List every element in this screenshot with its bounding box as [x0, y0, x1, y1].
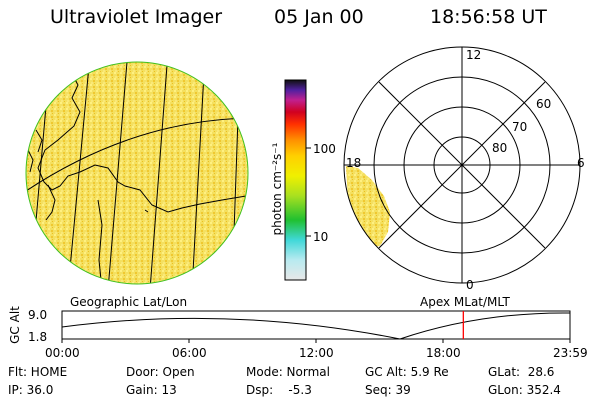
mlat-label-80: 80: [492, 141, 508, 155]
status-flt: Flt: HOME: [8, 365, 68, 379]
status-gain: Gain: 13: [126, 383, 177, 397]
time-tick-0: 00:00: [45, 346, 80, 360]
apex-panel-label: Apex MLat/MLT: [420, 295, 510, 309]
altitude-plot: [61, 310, 571, 343]
mlat-label-60: 60: [536, 97, 552, 111]
status-door: Door: Open: [126, 365, 195, 379]
status-mode: Mode: Normal: [246, 365, 330, 379]
colorbar-tick-100: 100: [313, 142, 336, 156]
geographic-panel-label: Geographic Lat/Lon: [70, 295, 188, 309]
colorbar-unit-label: photon cm⁻²s⁻¹: [270, 142, 284, 236]
mlt-label-18: 18: [346, 156, 362, 170]
colorbar: [284, 79, 311, 281]
status-ip: IP: 36.0: [8, 383, 54, 397]
status-dsp: Dsp: -5.3: [246, 383, 312, 397]
time-label: 18:56:58 UT: [430, 6, 547, 28]
time-tick-4: 23:59: [553, 346, 588, 360]
alt-tick-bottom: 1.8: [28, 330, 48, 344]
mlt-label-0: 0: [466, 278, 474, 292]
status-glat: GLat: 28.6: [488, 365, 555, 379]
instrument-title: Ultraviolet Imager: [50, 6, 223, 28]
status-glon: GLon: 352.4: [488, 383, 561, 397]
date-label: 05 Jan 00: [274, 6, 364, 28]
mlt-label-12: 12: [466, 48, 482, 62]
status-gc-alt: GC Alt: 5.9 Re: [365, 365, 449, 379]
time-tick-2: 12:00: [299, 346, 334, 360]
time-tick-1: 06:00: [172, 346, 207, 360]
status-seq: Seq: 39: [365, 383, 411, 397]
altitude-axis-label: GC Alt: [8, 306, 22, 344]
alt-tick-top: 9.0: [28, 308, 48, 322]
polar-plot: [343, 46, 581, 284]
earth-image: [25, 61, 249, 285]
time-tick-3: 18:00: [426, 346, 461, 360]
mlt-label-6: 6: [577, 156, 585, 170]
colorbar-tick-10: 10: [313, 230, 329, 244]
mlat-label-70: 70: [512, 120, 528, 134]
